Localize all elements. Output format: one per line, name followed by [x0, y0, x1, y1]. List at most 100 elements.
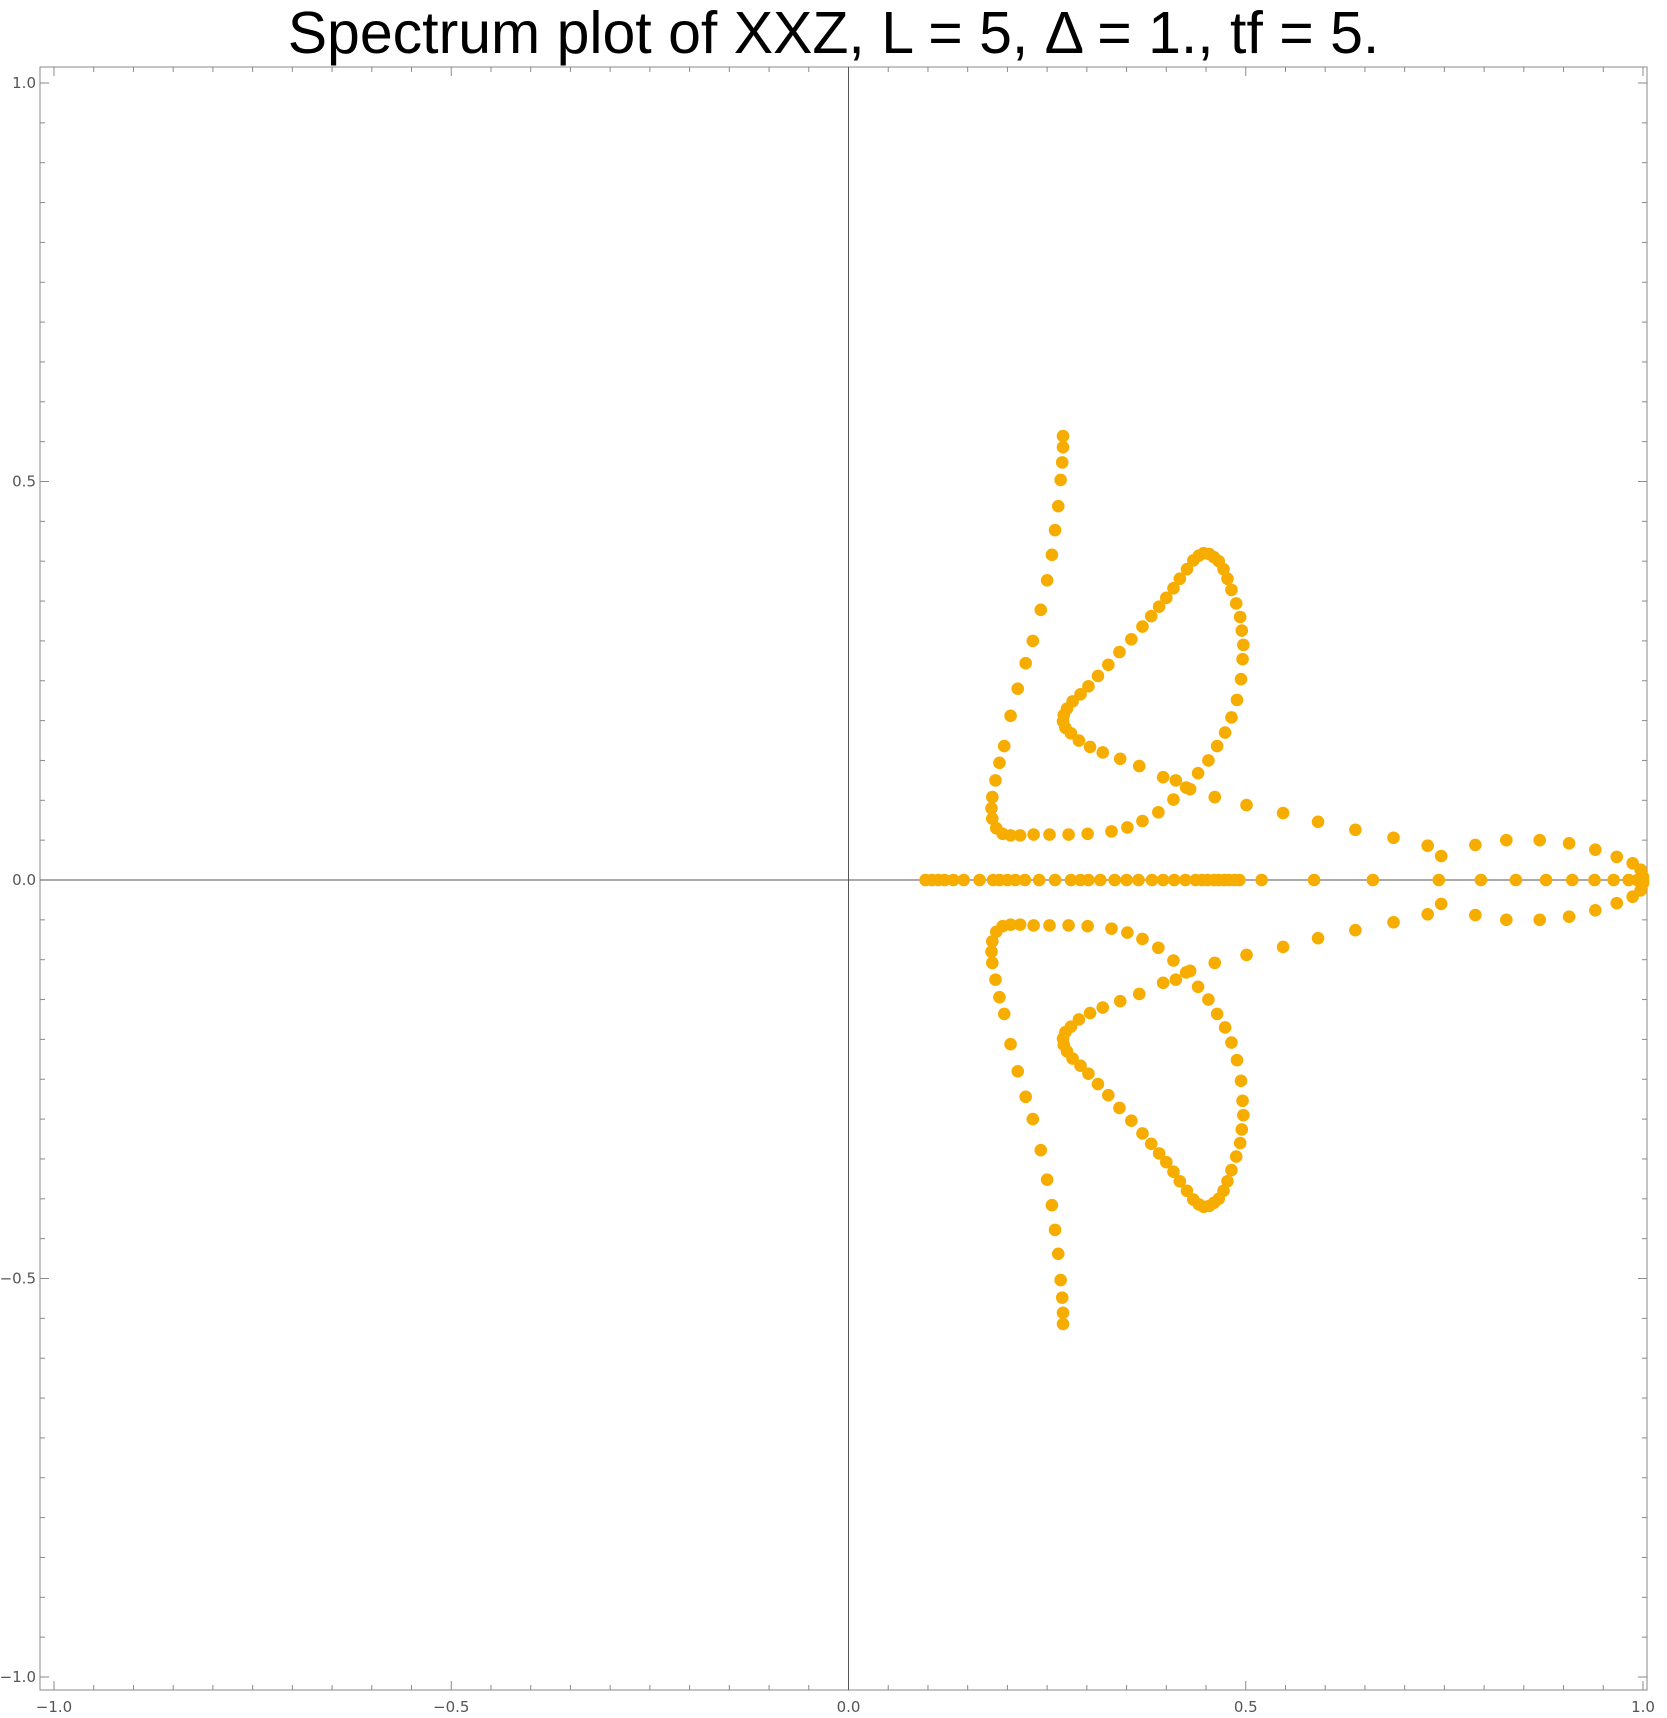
- data-point: [1234, 1074, 1248, 1088]
- data-point: [1240, 948, 1253, 962]
- data-point: [1421, 907, 1434, 921]
- data-point: [1156, 976, 1170, 990]
- data-point: [1160, 591, 1173, 605]
- data-point: [1311, 815, 1325, 829]
- x-tick-label: 0.5: [1234, 1698, 1258, 1716]
- plot-frame: [39, 66, 1648, 1691]
- data-point: [1136, 1127, 1149, 1140]
- data-point: [1187, 1193, 1200, 1206]
- data-point: [1054, 1273, 1067, 1287]
- data-point: [1018, 873, 1032, 887]
- data-point: [1056, 429, 1070, 443]
- data-point: [1051, 499, 1065, 513]
- data-point: [957, 873, 971, 887]
- data-point: [1208, 790, 1222, 804]
- data-point: [1236, 652, 1249, 666]
- data-point: [1183, 782, 1197, 796]
- data-point: [1113, 1101, 1126, 1115]
- data-point: [1034, 1143, 1048, 1157]
- data-point: [1125, 1114, 1138, 1127]
- data-point: [1237, 638, 1250, 652]
- data-point: [1083, 740, 1097, 754]
- data-point: [1562, 837, 1576, 850]
- data-point: [1469, 908, 1482, 922]
- data-point: [1091, 669, 1105, 683]
- data-point: [1011, 1064, 1025, 1078]
- data-point: [1013, 918, 1027, 931]
- data-point: [1387, 915, 1400, 929]
- data-point: [1167, 954, 1180, 967]
- data-point: [1019, 1090, 1032, 1104]
- data-point: [989, 774, 1002, 787]
- data-point: [1043, 828, 1056, 841]
- data-point: [1387, 831, 1400, 845]
- data-point: [1048, 873, 1062, 887]
- data-point: [1160, 1155, 1173, 1169]
- data-point: [1094, 873, 1107, 887]
- data-point: [1056, 1306, 1070, 1320]
- data-point: [1011, 682, 1025, 696]
- data-point: [1202, 993, 1215, 1006]
- data-point: [1307, 873, 1321, 887]
- data-point: [1032, 873, 1046, 887]
- data-point: [1004, 829, 1017, 842]
- data-point: [1562, 910, 1576, 923]
- data-point: [1167, 581, 1180, 595]
- data-point: [1167, 1165, 1180, 1179]
- data-point: [1056, 1317, 1070, 1331]
- data-point: [1019, 656, 1032, 670]
- data-point: [1255, 873, 1268, 887]
- data-point: [1034, 603, 1048, 617]
- data-point: [1009, 873, 1022, 887]
- data-point: [1236, 1094, 1249, 1108]
- data-point: [1610, 850, 1624, 864]
- data-point: [1013, 829, 1027, 842]
- data-point: [1062, 828, 1075, 841]
- data-point: [1072, 1013, 1086, 1026]
- data-point: [1145, 873, 1159, 887]
- data-point: [1366, 873, 1380, 887]
- data-point: [1565, 873, 1579, 887]
- data-point: [1349, 923, 1362, 937]
- data-point: [1237, 1108, 1250, 1122]
- data-point: [1108, 873, 1121, 887]
- data-point: [1311, 931, 1325, 945]
- x-tick-label: −1.0: [36, 1698, 72, 1716]
- data-point: [1588, 873, 1601, 887]
- data-point: [1349, 823, 1362, 837]
- data-point: [1173, 572, 1187, 586]
- data-point: [1136, 620, 1149, 633]
- data-point: [1218, 726, 1232, 739]
- data-point: [1027, 828, 1040, 841]
- data-point: [973, 873, 986, 887]
- data-point: [1225, 1163, 1238, 1177]
- data-point: [1040, 574, 1054, 587]
- data-point: [1210, 1007, 1224, 1021]
- chart-title: Spectrum plot of XXZ, L = 5, Δ = 1., tf …: [287, 0, 1380, 66]
- data-point: [1102, 1088, 1115, 1102]
- data-point: [1136, 932, 1149, 946]
- data-point: [1221, 1174, 1234, 1188]
- data-point: [1180, 562, 1194, 576]
- data-point: [1136, 814, 1149, 828]
- data-point: [1434, 897, 1448, 911]
- x-tick-label: 1.0: [1631, 1698, 1655, 1716]
- data-point: [993, 756, 1006, 770]
- data-point: [997, 1007, 1011, 1021]
- data-point: [1533, 913, 1547, 927]
- data-point: [1230, 1053, 1244, 1067]
- data-point: [1539, 873, 1553, 887]
- data-point: [1234, 672, 1248, 686]
- data-point: [1533, 833, 1547, 847]
- x-tick-labels: −1.0 −0.5 0.0 0.5 1.0: [36, 1698, 1655, 1716]
- data-point: [1132, 987, 1146, 1001]
- data-point: [1004, 1037, 1017, 1051]
- data-point: [1183, 964, 1197, 978]
- data-point: [1636, 873, 1650, 887]
- data-point: [1120, 873, 1133, 887]
- y-tick-label: 0.0: [12, 871, 36, 889]
- data-point: [1622, 873, 1635, 887]
- data-point: [947, 873, 960, 887]
- data-point: [1156, 770, 1170, 784]
- data-point: [1082, 873, 1095, 887]
